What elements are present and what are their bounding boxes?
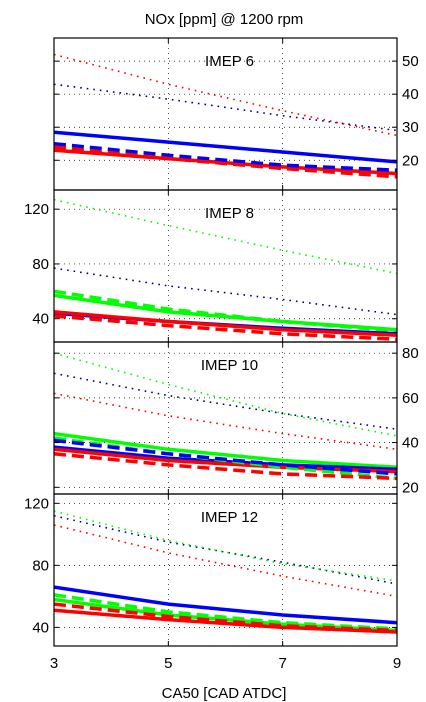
series-red-dashed (54, 602, 397, 633)
panel-imep-8: IMEP 8 40 80 120 (24, 189, 398, 343)
series-red-dotted (54, 524, 397, 598)
y-tick-label: 20 (402, 479, 419, 496)
panel-label: IMEP 10 (201, 357, 258, 374)
series-dark-dotted (54, 372, 397, 430)
series-blue-solid (54, 585, 397, 625)
series-dark-dotted (54, 514, 397, 585)
series-blue-solid (54, 130, 397, 164)
x-tick-label: 9 (393, 655, 401, 672)
x-tick-label: 3 (50, 655, 58, 672)
series-group (54, 198, 397, 342)
y-tick-label: 80 (32, 256, 49, 273)
series-green-dashed (54, 593, 397, 631)
y-tick-label: 50 (402, 53, 419, 70)
y-tick-label: 40 (32, 311, 49, 328)
series-red-dashed (54, 314, 397, 342)
series-red-dashed (54, 145, 397, 179)
panel-imep-12: IMEP 12 40 80 120 3 5 7 9 (24, 493, 401, 672)
series-red-dashed (54, 452, 397, 481)
panel-label: IMEP 12 (201, 509, 258, 526)
series-red-solid (54, 310, 397, 337)
series-group (54, 510, 397, 634)
y-tick-label: 40 (402, 86, 419, 103)
x-tick-label: 5 (164, 655, 172, 672)
panel-imep-6: IMEP 6 20 30 40 50 (53, 37, 419, 191)
series-dark-dotted (54, 83, 397, 132)
y-tick-label: 80 (402, 345, 419, 362)
y-tick-label: 30 (402, 119, 419, 136)
series-blue-dashed (54, 438, 397, 476)
panel-imep-10: IMEP 10 20 40 60 80 (53, 341, 419, 496)
series-group (54, 352, 397, 481)
y-tick-label: 120 (24, 495, 49, 512)
series-green-dashed (54, 289, 397, 333)
series-group (54, 53, 397, 179)
x-axis-label: CA50 [CAD ATDC] (162, 685, 287, 702)
panel-label: IMEP 8 (205, 205, 254, 222)
y-tick-label: 40 (32, 619, 49, 636)
panels: IMEP 6 20 30 40 50 IMEP 8 40 80 120 IMEP 10 20 40 60… (24, 37, 419, 672)
y-tick-label: 60 (402, 390, 419, 407)
panel-frame (53, 493, 398, 647)
y-tick-label: 40 (402, 435, 419, 452)
panel-label: IMEP 6 (205, 53, 254, 70)
series-red-solid (54, 608, 397, 634)
y-tick-label: 20 (402, 152, 419, 169)
x-tick-label: 7 (278, 655, 286, 672)
figure-title: NOx [ppm] @ 1200 rpm (145, 11, 304, 28)
series-dark-dotted (54, 267, 397, 316)
y-tick-label: 120 (24, 201, 49, 218)
series-blue-dashed (54, 141, 397, 172)
series-green-solid (54, 431, 397, 469)
series-red-solid (54, 447, 397, 474)
y-tick-label: 80 (32, 557, 49, 574)
